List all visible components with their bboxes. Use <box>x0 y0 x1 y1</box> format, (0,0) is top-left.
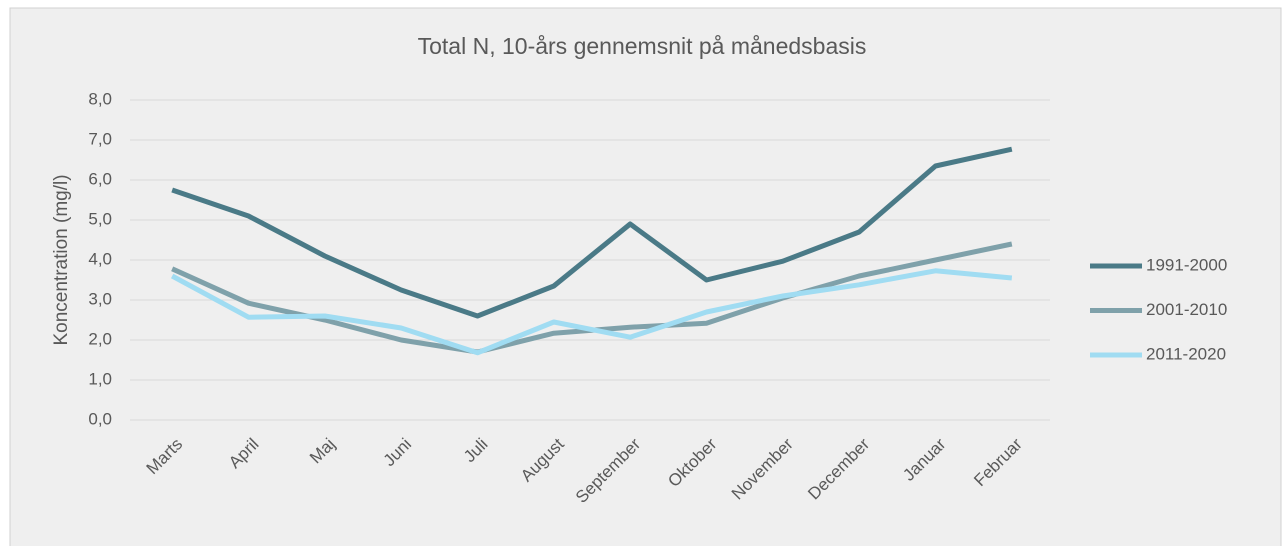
y-tick-label: 2,0 <box>88 329 112 348</box>
y-tick-label: 4,0 <box>88 249 112 268</box>
y-tick-label: 7,0 <box>88 129 112 148</box>
y-tick-label: 1,0 <box>88 369 112 388</box>
series-line <box>171 146 1013 319</box>
legend-label: 2001-2010 <box>1146 300 1227 319</box>
legend-label: 2011-2020 <box>1146 344 1226 363</box>
y-axis-label: Koncentration (mg/l) <box>51 174 72 345</box>
series-line <box>170 268 1013 356</box>
legend-label: 1991-2000 <box>1146 255 1227 274</box>
y-tick-label: 3,0 <box>88 289 112 308</box>
y-tick-label: 8,0 <box>88 89 112 108</box>
y-tick-label: 0,0 <box>88 409 112 428</box>
chart-title: Total N, 10-års gennemsnit på månedsbasi… <box>418 33 867 59</box>
chart-background <box>9 7 1282 546</box>
y-tick-label: 6,0 <box>88 169 112 188</box>
y-tick-label: 5,0 <box>88 209 112 228</box>
